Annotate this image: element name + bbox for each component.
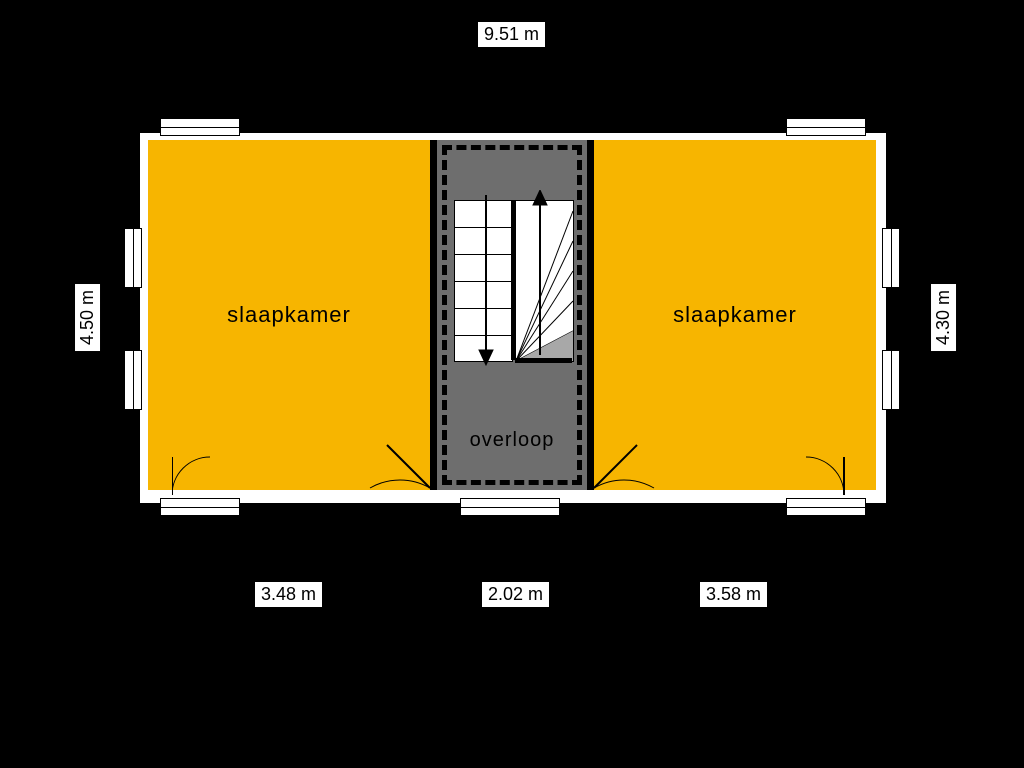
- door-arc-bottom-right: [800, 455, 850, 505]
- arrow-up-icon: [530, 190, 550, 370]
- dim-top-total: 9.51 m: [478, 22, 545, 47]
- dim-bottom-left: 3.48 m: [255, 582, 322, 607]
- dim-bottom-center: 2.02 m: [482, 582, 549, 607]
- dim-left-height: 4.50 m: [75, 284, 100, 351]
- stair-area: [454, 200, 572, 360]
- window-left-upper: [124, 228, 142, 288]
- window-left-lower: [124, 350, 142, 410]
- dim-bottom-right: 3.58 m: [700, 582, 767, 607]
- window-bottom-center: [460, 498, 560, 516]
- window-right-lower: [882, 350, 900, 410]
- center-room-label: overloop: [470, 429, 555, 452]
- door-arc-right: [582, 420, 662, 500]
- right-room-label: slaapkamer: [673, 302, 797, 328]
- arrow-down-icon: [476, 195, 496, 375]
- door-arc-left: [362, 420, 442, 500]
- dim-right-height: 4.30 m: [931, 284, 956, 351]
- window-top-left: [160, 118, 240, 136]
- floorplan-canvas: 9.51 m 4.50 m 4.30 m 3.48 m 2.02 m 3.58 …: [0, 0, 1024, 768]
- window-top-right: [786, 118, 866, 136]
- door-arc-bottom-left: [172, 455, 222, 505]
- left-room-label: slaapkamer: [227, 302, 351, 328]
- window-right-upper: [882, 228, 900, 288]
